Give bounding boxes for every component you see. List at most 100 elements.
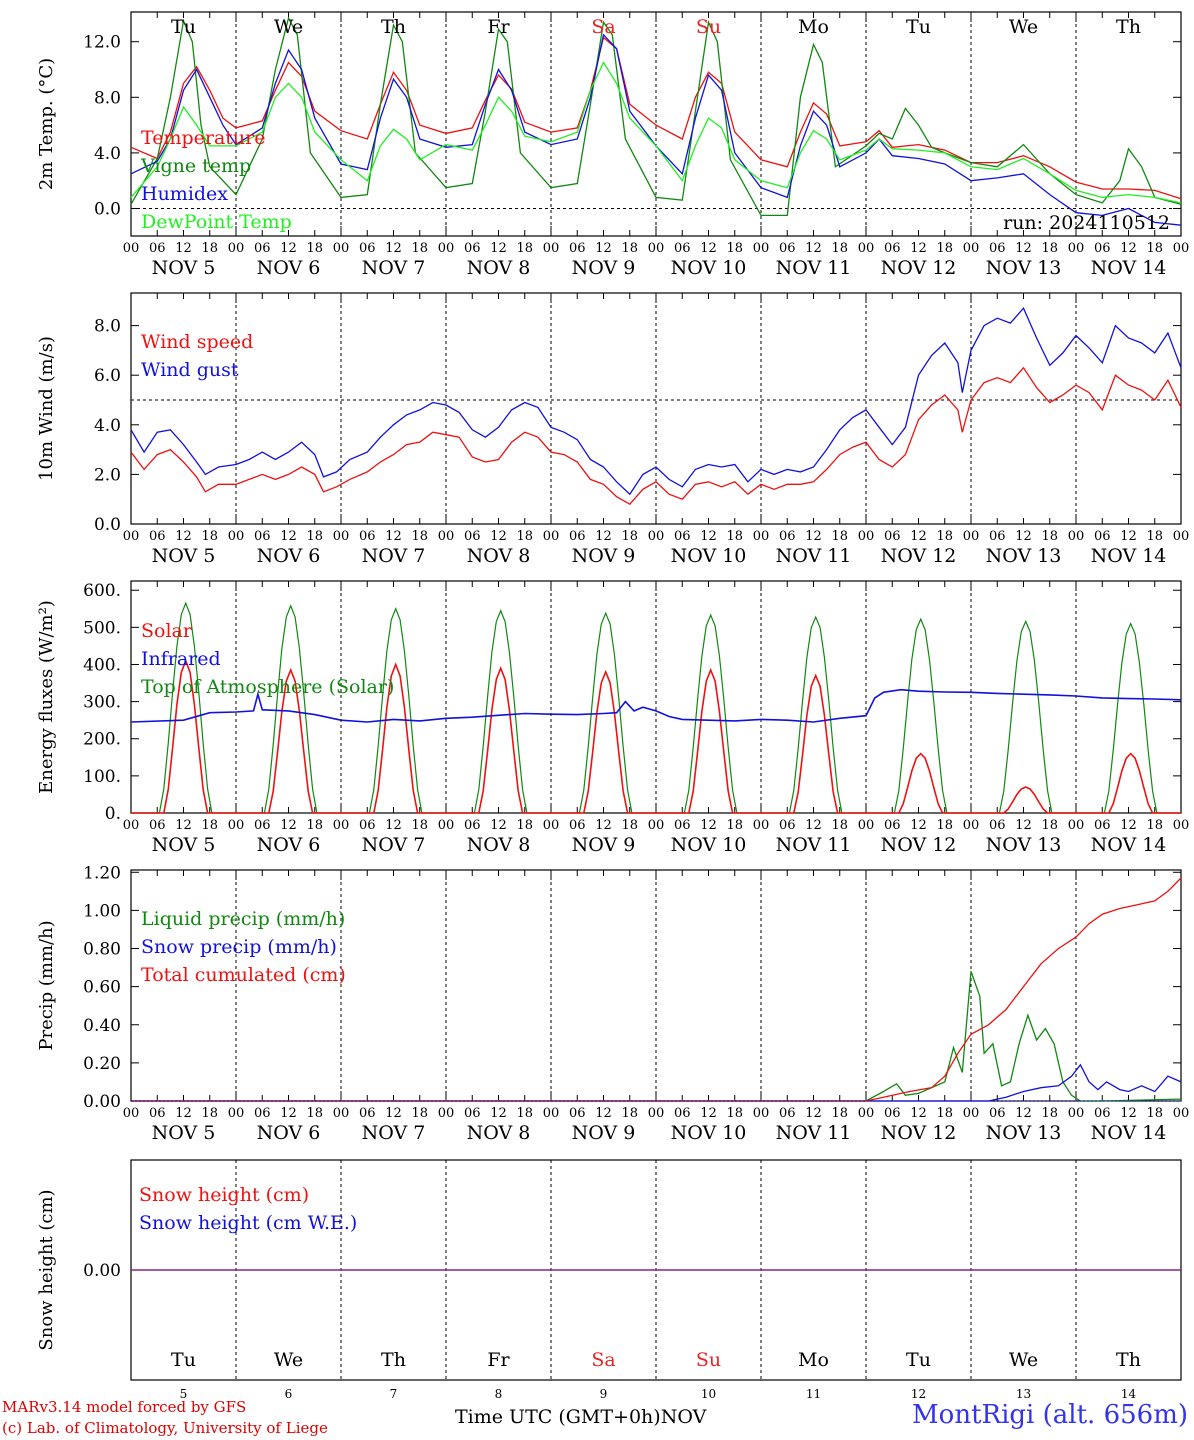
hour-tick-label: 12: [490, 1106, 507, 1121]
date-label: NOV 5: [152, 1122, 216, 1144]
hour-tick-label: 00: [228, 1106, 245, 1121]
hour-tick-label: 06: [884, 241, 901, 256]
date-label: NOV 12: [881, 1122, 957, 1144]
hour-tick-label: 00: [228, 529, 245, 544]
date-label: NOV 6: [257, 834, 321, 856]
hour-tick-label: 12: [910, 1106, 927, 1121]
y-tick-label: 6.0: [94, 366, 121, 386]
date-label: NOV 14: [1091, 1122, 1167, 1144]
day-number: 8: [495, 1387, 503, 1401]
y-tick-label: 4.0: [94, 144, 121, 164]
date-label: NOV 10: [671, 834, 747, 856]
date-label: NOV 6: [257, 257, 321, 279]
hour-tick-label: 06: [674, 1106, 691, 1121]
hour-tick-label: 18: [936, 241, 953, 256]
hour-tick-label: 00: [648, 1106, 665, 1121]
date-label: NOV 14: [1091, 834, 1167, 856]
date-label: NOV 12: [881, 834, 957, 856]
hour-tick-label: 06: [674, 241, 691, 256]
hour-tick-label: 12: [280, 1106, 297, 1121]
hour-tick-label: 00: [963, 1106, 980, 1121]
hour-tick-label: 12: [1015, 1106, 1032, 1121]
hour-tick-label: 00: [438, 529, 455, 544]
temp-series-3: [130, 61, 1182, 204]
hour-tick-label: 12: [175, 1106, 192, 1121]
hour-tick-label: 06: [989, 241, 1006, 256]
wind-series-0: [130, 366, 1182, 506]
temp-ylabel: 2m Temp. (°C): [36, 58, 57, 190]
hour-tick-label: 12: [595, 1106, 612, 1121]
hour-tick-label: 06: [359, 1106, 376, 1121]
day-name: Tu: [906, 16, 931, 38]
panel-frame: [130, 11, 1182, 237]
date-label: NOV 8: [467, 834, 531, 856]
y-tick-label: 600.: [83, 581, 121, 601]
hour-tick-label: 00: [858, 818, 875, 833]
precip-legend-1: Snow precip (mm/h): [141, 936, 337, 958]
hour-tick-label: 00: [333, 818, 350, 833]
hour-tick-label: 00: [753, 241, 770, 256]
hour-tick-label: 18: [1041, 529, 1058, 544]
solar-line: [131, 658, 1181, 814]
hour-tick-label: 06: [149, 241, 166, 256]
y-tick-label: 0.0: [94, 200, 121, 220]
temp-legend-3: DewPoint Temp: [141, 211, 292, 233]
temp-legend-2: Humidex: [141, 183, 228, 205]
hour-tick-label: 06: [359, 818, 376, 833]
hour-tick-label: 00: [648, 529, 665, 544]
snow-ylabel: Snow height (cm): [36, 1189, 57, 1350]
hour-tick-label: 00: [648, 818, 665, 833]
hour-tick-label: 06: [464, 818, 481, 833]
day-name-bottom: Th: [381, 1349, 406, 1371]
day-name-bottom: Tu: [906, 1349, 931, 1371]
credit-model: MARv3.14 model forced by GFS: [2, 1398, 247, 1416]
xaxis-title: Time UTC (GMT+0h)NOV: [455, 1406, 706, 1428]
hour-tick-label: 06: [989, 529, 1006, 544]
hour-tick-label: 12: [385, 818, 402, 833]
hour-tick-label: 12: [805, 1106, 822, 1121]
credit-lab: (c) Lab. of Climatology, University of L…: [2, 1419, 328, 1437]
hour-tick-label: 00: [1173, 818, 1190, 833]
date-label: NOV 11: [776, 1122, 852, 1144]
hour-tick-label: 12: [700, 1106, 717, 1121]
day-number: 14: [1121, 1387, 1137, 1401]
date-label: NOV 7: [362, 834, 426, 856]
hour-tick-label: 06: [779, 1106, 796, 1121]
day-name-bottom: Fr: [487, 1349, 510, 1371]
hour-tick-label: 06: [149, 818, 166, 833]
hour-tick-label: 12: [175, 818, 192, 833]
date-label: NOV 11: [776, 545, 852, 567]
y-tick-label: 400.: [83, 655, 121, 675]
hour-tick-label: 12: [1120, 241, 1137, 256]
hour-tick-label: 12: [490, 818, 507, 833]
date-label: NOV 14: [1091, 257, 1167, 279]
hour-tick-label: 18: [201, 529, 218, 544]
day-name: Tu: [171, 16, 196, 38]
date-label: NOV 12: [881, 257, 957, 279]
hour-tick-label: 06: [674, 529, 691, 544]
date-label: NOV 9: [572, 834, 636, 856]
date-label: NOV 11: [776, 257, 852, 279]
hour-tick-label: 18: [306, 241, 323, 256]
hour-tick-label: 00: [753, 818, 770, 833]
hour-tick-label: 12: [175, 241, 192, 256]
hour-tick-label: 18: [411, 1106, 428, 1121]
hour-tick-label: 06: [359, 241, 376, 256]
y-tick-label: 2.0: [94, 465, 121, 485]
hour-tick-label: 06: [674, 818, 691, 833]
hour-tick-label: 00: [1068, 1106, 1085, 1121]
date-label: NOV 13: [986, 1122, 1062, 1144]
hour-tick-label: 00: [858, 241, 875, 256]
hour-tick-label: 18: [621, 241, 638, 256]
precip-series-2: [131, 877, 1182, 1102]
date-label: NOV 5: [152, 834, 216, 856]
hour-tick-label: 18: [831, 241, 848, 256]
energy-legend-0: Solar: [141, 620, 193, 642]
y-tick-label: 200.: [83, 730, 121, 750]
date-label: NOV 9: [572, 545, 636, 567]
hour-tick-label: 12: [175, 529, 192, 544]
y-tick-label: 0.20: [83, 1054, 121, 1074]
hour-tick-label: 06: [569, 529, 586, 544]
day-number: 5: [180, 1387, 188, 1401]
